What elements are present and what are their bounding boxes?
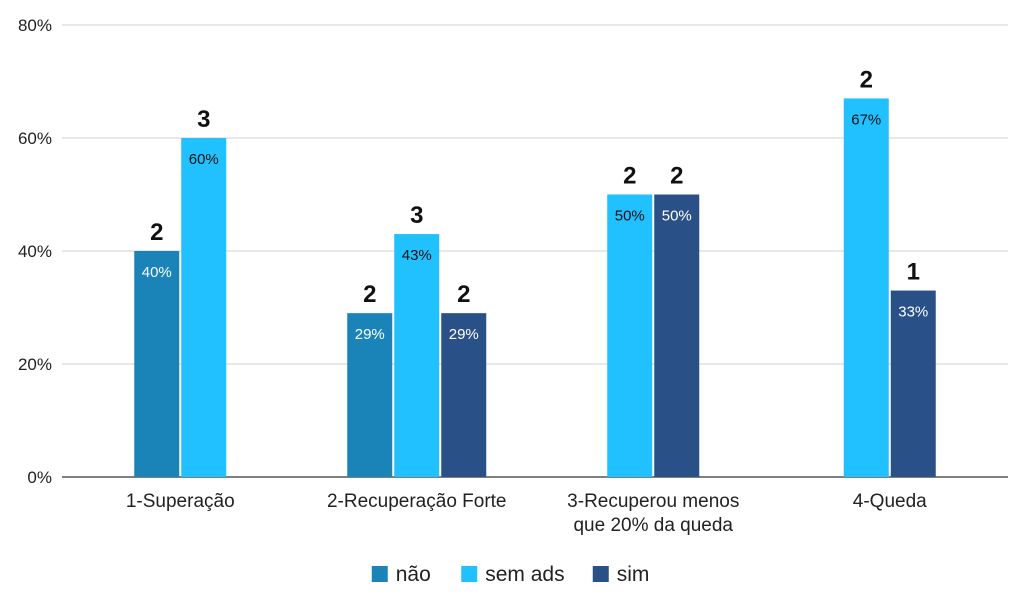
bar-value-label: 43%	[402, 247, 432, 264]
bars: 40% 2 60% 3 29% 2 43% 3 29% 2 50% 2 50% 2 67% 2 33% 1	[134, 66, 936, 477]
bar-value-label: 40%	[142, 264, 172, 281]
bar-count-label: 2	[670, 163, 683, 190]
bar-não-2	[347, 313, 393, 477]
bar-count-label: 2	[623, 163, 636, 190]
x-tick-label: 1-Superação	[126, 491, 235, 512]
bar-sim-2	[441, 313, 487, 477]
legend-swatch-sim	[592, 566, 609, 582]
y-tick-label: 20%	[18, 355, 52, 374]
legend: não sem ads sim	[371, 563, 650, 586]
bar-value-label: 29%	[449, 326, 479, 343]
x-tick-label: 4-Queda	[853, 491, 927, 512]
y-axis: 0% 20% 40% 60% 80%	[18, 16, 52, 487]
bar-value-label: 60%	[189, 151, 219, 168]
bar-value-label: 50%	[662, 208, 692, 225]
bar-value-label: 50%	[615, 208, 645, 225]
bar-value-label: 29%	[355, 326, 385, 343]
bar-count-label: 1	[907, 259, 920, 286]
bar-count-label: 3	[410, 202, 423, 229]
legend-swatch-sem-ads	[461, 566, 478, 582]
bar-count-label: 2	[363, 281, 376, 308]
x-tick-label: 3-Recuperou menos que 20% da queda	[567, 491, 739, 536]
bar-count-label: 2	[457, 281, 470, 308]
y-tick-label: 80%	[18, 16, 52, 35]
bar-sem-ads-2	[394, 234, 440, 477]
y-tick-label: 40%	[18, 242, 52, 261]
bar-value-label: 33%	[898, 304, 928, 321]
bar-sim-4	[890, 290, 936, 477]
legend-label: sem ads	[485, 563, 564, 586]
x-axis: 1-Superação 2-Recuperação Forte 3-Recupero…	[126, 491, 927, 536]
bar-sim-3	[654, 194, 700, 477]
bar-count-label: 3	[197, 106, 210, 133]
legend-swatch-não	[371, 566, 388, 582]
bar-sem-ads-1	[181, 138, 227, 477]
bar-sem-ads-4	[843, 98, 889, 477]
x-tick-label: 2-Recuperação Forte	[327, 491, 507, 512]
legend-label: sim	[617, 563, 650, 586]
y-tick-label: 0%	[27, 468, 52, 487]
y-tick-label: 60%	[18, 129, 52, 148]
legend-label: não	[396, 563, 431, 586]
bar-count-label: 2	[150, 219, 163, 246]
bar-sem-ads-3	[607, 194, 653, 477]
bar-não-1	[134, 251, 180, 477]
bar-value-label: 67%	[851, 111, 881, 128]
bar-count-label: 2	[860, 66, 873, 93]
